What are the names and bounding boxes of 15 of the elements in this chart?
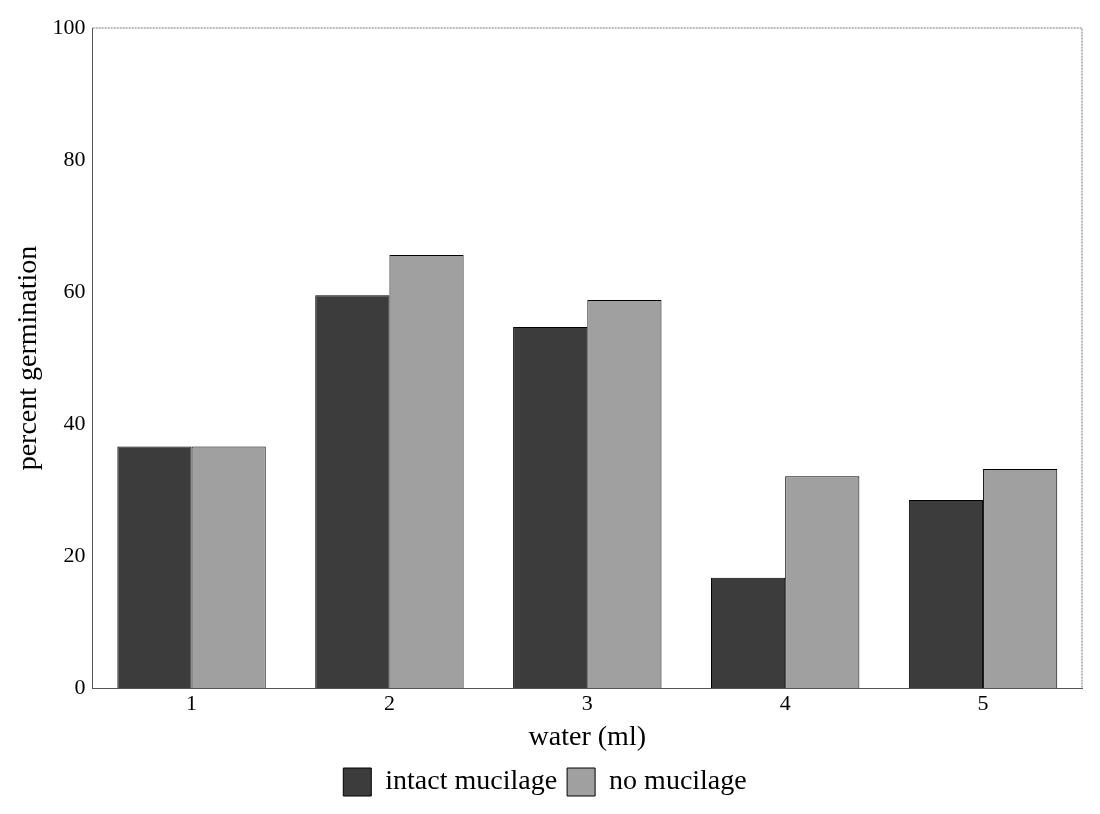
x-tick-label: 1 — [186, 689, 198, 715]
y-tick-label: 100 — [52, 13, 86, 39]
x-tick-label: 5 — [977, 689, 989, 715]
x-tick-label: 4 — [779, 689, 791, 715]
x-axis-title: water (ml) — [528, 719, 646, 751]
y-tick-label: 80 — [63, 145, 86, 171]
x-tick-label: 3 — [581, 689, 593, 715]
x-tick-label: 2 — [383, 689, 395, 715]
y-axis-title: percent germination — [11, 245, 43, 471]
y-tick-label: 0 — [74, 673, 86, 699]
legend-label: no mucilage — [609, 764, 747, 796]
y-tick-label: 20 — [63, 541, 86, 567]
y-tick-label: 40 — [63, 409, 86, 435]
y-tick-label: 60 — [63, 277, 86, 303]
legend-label: intact mucilage — [385, 764, 558, 796]
